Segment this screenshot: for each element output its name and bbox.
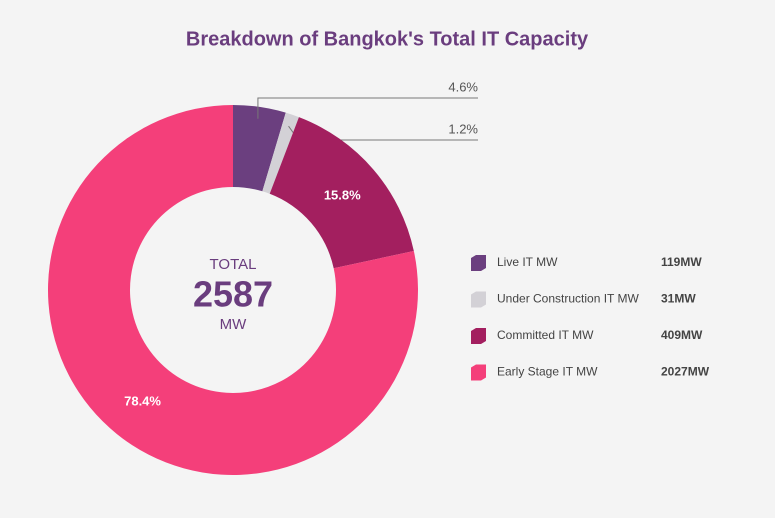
legend-label: Live IT MW: [497, 255, 558, 269]
legend-label: Committed IT MW: [497, 328, 594, 342]
legend-label: Early Stage IT MW: [497, 365, 598, 379]
legend-value: 409MW: [661, 328, 703, 342]
legend-marker: [471, 291, 486, 308]
legend-marker: [471, 255, 486, 271]
slice: [233, 105, 286, 192]
center-total: 2587: [193, 274, 273, 315]
center-unit: MW: [220, 316, 247, 333]
slice: [269, 117, 414, 269]
legend-marker: [471, 328, 486, 344]
slice-label: 78.4%: [124, 393, 161, 408]
slice: [47, 105, 418, 476]
legend-value: 31MW: [661, 292, 696, 306]
legend-value: 2027MW: [661, 365, 710, 379]
slice: [262, 112, 299, 194]
legend-marker: [471, 364, 486, 381]
slice-label: 1.2%: [448, 121, 478, 136]
center-top: TOTAL: [210, 256, 257, 273]
chart-title: Breakdown of Bangkok's Total IT Capacity: [186, 28, 589, 50]
legend-label: Under Construction IT MW: [497, 292, 639, 306]
slice-label: 15.8%: [324, 188, 361, 203]
leader-line: [257, 97, 478, 119]
slice-label: 4.6%: [448, 79, 478, 94]
legend-value: 119MW: [661, 255, 702, 269]
